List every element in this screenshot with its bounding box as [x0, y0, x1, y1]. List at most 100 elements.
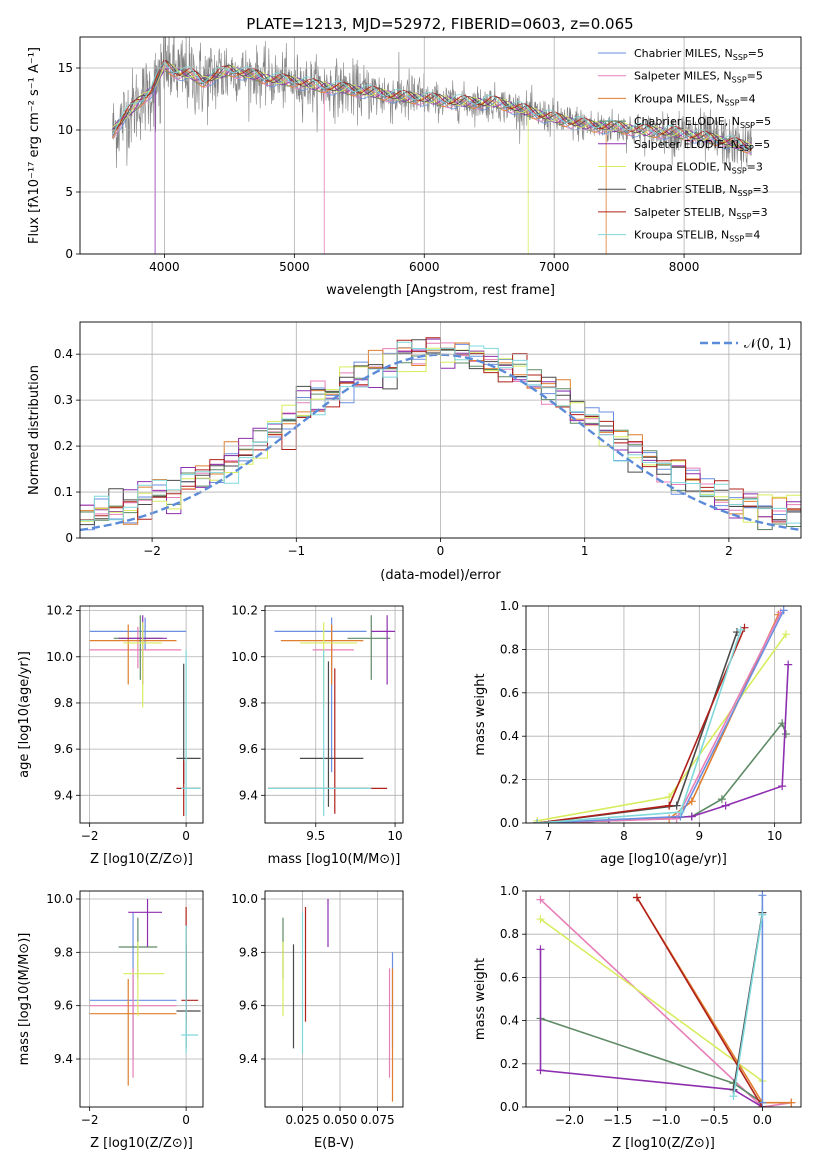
plot-frame [79, 36, 802, 255]
grid-lines [526, 890, 801, 1108]
weight-point-marker [717, 795, 726, 804]
legend-suffix: =3 [753, 183, 769, 196]
weight_vs_age-panel: 7 8 9 10 0.0 0.2 0.4 0.6 0.8 1.0 age [log10(age/yr… [473, 599, 802, 867]
figure-title: PLATE=1213, MJD=52972, FIBERID=0603, z=0… [246, 15, 633, 33]
grid-lines [526, 605, 801, 824]
legend-subscript: SSP [733, 53, 748, 62]
y-tick-label: 10.2 [46, 604, 73, 618]
legend-subscript: SSP [732, 167, 747, 176]
mass_vs_ebv-panel: 0.025 0.050 0.075 9.4 9.6 9.8 10.0 E(B-V) [231, 890, 404, 1151]
legend-subscript: SSP [724, 98, 739, 107]
x-tick-label: 7 [545, 829, 553, 843]
weight-series-line [537, 614, 780, 823]
y-tick-label: 10.0 [231, 650, 258, 664]
y-tick-label: 15 [58, 61, 73, 75]
y-tick-label: 0.4 [54, 347, 73, 361]
y-tick-label: 9.8 [239, 696, 258, 710]
legend-subscript: SSP [738, 189, 753, 198]
weight-series-line [732, 914, 764, 1097]
legend-entry: Kroupa ELODIE, NSSP=3 [634, 161, 763, 176]
legend-suffix: =4 [739, 92, 755, 105]
weight-point-marker [729, 1092, 738, 1101]
y-tick-label: 9.6 [54, 742, 73, 756]
weight-point-marker [779, 606, 788, 615]
weight-series-line [537, 609, 785, 823]
x-axis-label: E(B-V) [314, 1136, 354, 1151]
x-tick-label: −1.0 [651, 1113, 680, 1127]
x-axis-label: (data-model)/error [380, 568, 501, 583]
weight-point-marker [758, 1098, 767, 1107]
spectrum-data-line [112, 37, 752, 170]
legend-suffix: =3 [747, 161, 763, 174]
x-tick-label: 7000 [539, 260, 570, 274]
x-axis-label: Z [log10(Z/Z⊙)] [90, 1136, 193, 1151]
legend: Chabrier MILES, NSSP=5 Salpeter MILES, NS… [598, 47, 771, 244]
y-tick-label: 0.8 [500, 927, 519, 941]
weight-point-marker [740, 623, 749, 632]
y-tick-label: 9.8 [54, 696, 73, 710]
y-tick-label: 0 [65, 247, 73, 261]
plot-frame [525, 605, 802, 824]
legend-normal-label: 𝒩(0, 1) [744, 337, 791, 352]
weight-series-line [539, 949, 763, 1107]
y-tick-label: 0.1 [54, 485, 73, 499]
y-axis-label: mass weight [473, 958, 488, 1040]
weight-series-line [540, 918, 763, 1082]
residuals-panel: −2 −1 0 1 2 0 0.1 0.2 0.3 0.4 𝒩(0, 1) (data-model)/… [27, 321, 802, 583]
y-tick-label: 10.0 [46, 892, 73, 906]
weight-point-marker [632, 893, 641, 902]
weight-point-marker [758, 910, 767, 919]
weight-series-line [537, 664, 789, 823]
y-tick-label: 0.2 [54, 439, 73, 453]
x-tick-label: 0 [437, 544, 445, 558]
x-tick-label: −1 [287, 544, 305, 558]
spectrum-model-line [112, 68, 752, 151]
weight-point-marker [784, 660, 793, 669]
y-tick-label: 5 [65, 185, 73, 199]
x-tick-label: 10 [767, 829, 782, 843]
legend-subscript: SSP [740, 121, 755, 130]
weight-point-marker [536, 915, 545, 924]
y-tick-label: 1.0 [500, 599, 519, 613]
weight-point-marker [665, 801, 674, 810]
y-tick-label: 10.0 [231, 892, 258, 906]
weight_vs_Z-panel: −2.0 −1.5 −1.0 −0.5 0.0 0.0 0.2 0.4 0.6 0.8 1.0 Z [… [473, 884, 802, 1151]
weight-series-line [537, 631, 738, 823]
legend-entry: Salpeter ELODIE, NSSP=5 [634, 138, 770, 153]
x-tick-label: 2 [725, 544, 733, 558]
legend-suffix: =5 [747, 70, 763, 83]
errorbar-plot-area [89, 899, 201, 1086]
spectrum-panel: 4000 5000 6000 7000 8000 0 5 10 15 wavelength [An… [27, 36, 802, 298]
y-tick-label: 0.2 [500, 773, 519, 787]
legend-suffix: =4 [744, 229, 760, 242]
y-tick-label: 9.4 [54, 788, 73, 802]
x-tick-label: 9.5 [306, 829, 325, 843]
weight-point-marker [536, 945, 545, 954]
x-axis-label: Z [log10(Z/Z⊙)] [612, 1136, 715, 1151]
errorbar-plot-area [89, 615, 201, 817]
legend-entry: Kroupa MILES, NSSP=4 [634, 92, 756, 107]
weight-series-line [636, 897, 764, 1107]
plot-frame [79, 321, 802, 539]
x-tick-label: 9 [695, 829, 703, 843]
x-tick-label: −2 [143, 544, 161, 558]
grid-lines [80, 891, 203, 1107]
legend-suffix: =5 [755, 115, 771, 128]
y-tick-label: 0 [65, 531, 73, 545]
spectrum-model-line [112, 67, 752, 153]
legend-subscript: SSP [736, 212, 751, 221]
weight-point-marker [533, 819, 542, 823]
weight-point-marker [676, 808, 685, 817]
plot-frame [79, 890, 204, 1108]
x-tick-label: 0.025 [285, 1113, 319, 1127]
spectrum-model-line [112, 61, 752, 149]
legend-subscript: SSP [729, 235, 744, 244]
x-tick-label: 1 [581, 544, 589, 558]
legend-entry: Chabrier MILES, NSSP=5 [634, 47, 764, 62]
weight-series-line [537, 629, 742, 823]
x-tick-label: 6000 [409, 260, 440, 274]
y-axis-label: age [log10(age/yr)] [17, 651, 32, 778]
x-tick-label: 0 [182, 829, 190, 843]
weight-point-marker [778, 782, 787, 791]
y-tick-label: 9.8 [54, 945, 73, 959]
